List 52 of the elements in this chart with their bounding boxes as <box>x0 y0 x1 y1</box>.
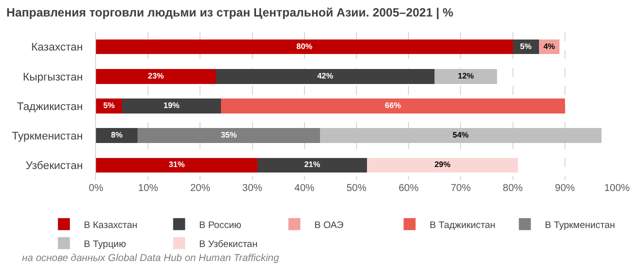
legend-label: В Россию <box>199 220 242 231</box>
data-label: 8% <box>111 130 123 140</box>
y-tick-label: Казахстан <box>31 42 83 54</box>
data-label: 54% <box>452 130 469 140</box>
x-tick-label: 40% <box>294 183 315 194</box>
data-label: 35% <box>220 130 237 140</box>
data-label: 23% <box>148 71 164 80</box>
data-label: 4% <box>543 42 555 51</box>
y-tick-label: Кыргызстан <box>22 71 83 84</box>
bar <box>96 158 258 173</box>
data-label: 12% <box>458 71 474 80</box>
x-tick-label: 50% <box>346 183 367 194</box>
bar <box>320 128 602 143</box>
legend-label: В ОАЭ <box>314 220 344 231</box>
legend-label: В Узбекистан <box>199 238 258 250</box>
x-tick-label: 70% <box>450 183 471 194</box>
bar <box>366 158 518 173</box>
x-tick-label: 90% <box>554 183 576 194</box>
data-label: 31% <box>168 160 185 170</box>
bar <box>434 69 498 84</box>
bar <box>96 39 513 54</box>
y-tick-label: Узбекистан <box>26 160 83 172</box>
chart-title: Направления торговли людьми из стран Центральной Азии. 2005–2021 | % <box>6 6 454 20</box>
bar <box>258 158 367 173</box>
y-tick-label: Таджикистан <box>16 100 83 113</box>
bar <box>138 128 320 143</box>
data-label: 19% <box>163 101 180 110</box>
data-label: 5% <box>520 42 532 51</box>
legend-label: В Таджикистан <box>430 220 496 231</box>
y-tick-label: Туркменистан <box>12 130 83 142</box>
x-tick-label: 100% <box>604 183 630 194</box>
data-label: 29% <box>434 160 450 170</box>
data-label: 66% <box>384 101 401 110</box>
bar <box>221 98 565 114</box>
legend-label: В Казахстан <box>84 220 138 231</box>
bar <box>122 98 222 114</box>
bar <box>96 128 138 143</box>
data-label: 80% <box>296 42 312 51</box>
x-tick-label: 30% <box>242 183 262 194</box>
legend-label: В Туркменистан <box>544 220 616 231</box>
x-tick-label: 0% <box>88 183 104 194</box>
text: на основе данных Global Data Hub on Human Trafficking <box>22 253 280 264</box>
bar <box>216 69 435 84</box>
data-label: 5% <box>103 101 115 110</box>
x-tick-label: 80% <box>502 183 523 194</box>
legend-label: В Турцию <box>84 238 126 250</box>
x-tick-label: 60% <box>398 183 419 194</box>
x-tick-label: 20% <box>190 183 210 194</box>
x-tick-label: 10% <box>138 183 158 194</box>
data-label: 21% <box>304 160 320 170</box>
bar <box>96 69 216 84</box>
data-label: 42% <box>317 71 334 80</box>
